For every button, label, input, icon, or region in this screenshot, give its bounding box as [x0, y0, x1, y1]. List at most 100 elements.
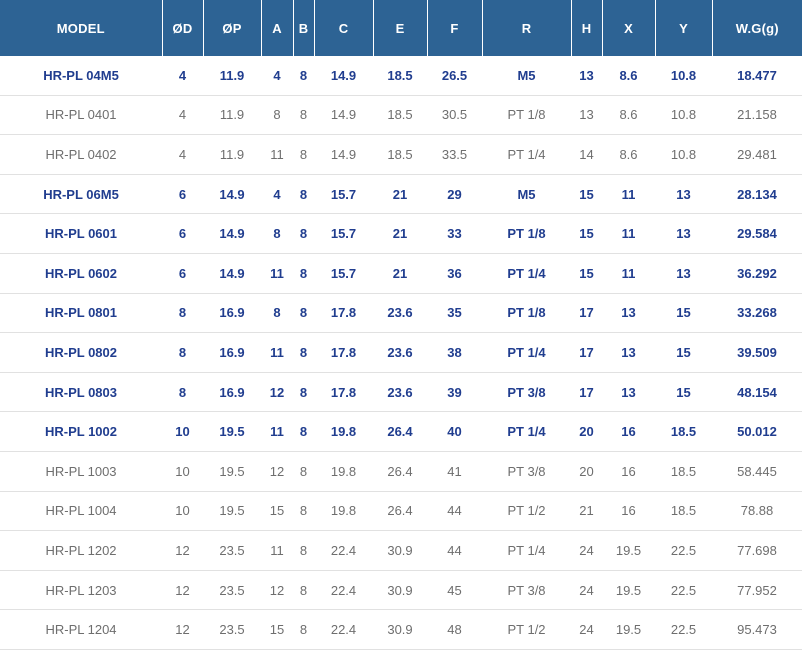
cell-a: 12 — [261, 372, 293, 413]
table-row: HR-PL 0802 8 16.9 11 8 17.8 23.6 38 PT 1/4 17 13 15… — [0, 332, 802, 373]
cell-a: 4 — [261, 56, 293, 96]
cell-f: 33 — [427, 213, 482, 254]
cell-model: HR-PL 0402 — [0, 134, 162, 175]
cell-c: 19.8 — [314, 491, 373, 532]
cell-h: 13 — [571, 95, 602, 136]
cell-op: 11.9 — [203, 134, 261, 175]
header-cell-f: F — [427, 0, 483, 56]
cell-b: 8 — [293, 95, 314, 136]
table-row: HR-PL 0401 4 11.9 8 8 14.9 18.5 30.5 PT 1/8 13 8.6… — [0, 95, 802, 136]
cell-e: 30.9 — [373, 570, 427, 611]
cell-wg: 29.584 — [712, 213, 802, 254]
table-row: HR-PL 0801 8 16.9 8 8 17.8 23.6 35 PT 1/8 17 13 15 3… — [0, 293, 802, 334]
cell-a: 4 — [261, 174, 293, 215]
table-row: HR-PL 0602 6 14.9 11 8 15.7 21 36 PT 1/4 15 11 13 36… — [0, 253, 802, 294]
cell-h: 13 — [571, 56, 602, 96]
cell-op: 16.9 — [203, 372, 261, 413]
cell-model: HR-PL 04M5 — [0, 56, 162, 96]
cell-op: 19.5 — [203, 451, 261, 492]
cell-op: 11.9 — [203, 56, 261, 96]
table-row: HR-PL 0803 8 16.9 12 8 17.8 23.6 39 PT 3/8 17 13 15… — [0, 372, 802, 413]
cell-model: HR-PL 1204 — [0, 609, 162, 650]
cell-h: 24 — [571, 530, 602, 571]
cell-f: 26.5 — [427, 56, 482, 96]
cell-od: 8 — [162, 293, 203, 334]
cell-c: 14.9 — [314, 95, 373, 136]
table-row: HR-PL 1204 12 23.5 15 8 22.4 30.9 48 PT 1/2 24 19.… — [0, 609, 802, 650]
cell-c: 17.8 — [314, 293, 373, 334]
cell-y: 22.5 — [655, 530, 712, 571]
cell-a: 15 — [261, 491, 293, 532]
cell-e: 18.5 — [373, 95, 427, 136]
cell-x: 8.6 — [602, 56, 655, 96]
cell-e: 21 — [373, 174, 427, 215]
cell-e: 23.6 — [373, 332, 427, 373]
cell-x: 8.6 — [602, 134, 655, 175]
cell-f: 45 — [427, 570, 482, 611]
cell-model: HR-PL 1004 — [0, 491, 162, 532]
cell-a: 11 — [261, 134, 293, 175]
cell-wg: 77.952 — [712, 570, 802, 611]
cell-e: 26.4 — [373, 451, 427, 492]
cell-b: 8 — [293, 609, 314, 650]
cell-wg: 48.154 — [712, 372, 802, 413]
cell-b: 8 — [293, 213, 314, 254]
cell-od: 8 — [162, 372, 203, 413]
cell-e: 26.4 — [373, 491, 427, 532]
cell-h: 15 — [571, 174, 602, 215]
cell-x: 16 — [602, 411, 655, 452]
cell-model: HR-PL 0803 — [0, 372, 162, 413]
cell-r: PT 1/2 — [482, 491, 571, 532]
cell-f: 35 — [427, 293, 482, 334]
cell-h: 14 — [571, 134, 602, 175]
cell-r: PT 1/4 — [482, 530, 571, 571]
header-cell-op: ØP — [203, 0, 262, 56]
cell-y: 18.5 — [655, 491, 712, 532]
cell-b: 8 — [293, 570, 314, 611]
cell-c: 17.8 — [314, 332, 373, 373]
cell-e: 21 — [373, 253, 427, 294]
table-row: HR-PL 0601 6 14.9 8 8 15.7 21 33 PT 1/8 15 11 13 29.… — [0, 213, 802, 254]
cell-b: 8 — [293, 451, 314, 492]
cell-od: 12 — [162, 530, 203, 571]
cell-wg: 28.134 — [712, 174, 802, 215]
cell-e: 30.9 — [373, 530, 427, 571]
cell-b: 8 — [293, 253, 314, 294]
cell-r: PT 1/8 — [482, 95, 571, 136]
cell-wg: 77.698 — [712, 530, 802, 571]
cell-f: 44 — [427, 491, 482, 532]
cell-b: 8 — [293, 56, 314, 96]
cell-c: 22.4 — [314, 570, 373, 611]
cell-od: 10 — [162, 491, 203, 532]
cell-f: 41 — [427, 451, 482, 492]
cell-wg: 33.268 — [712, 293, 802, 334]
cell-wg: 18.477 — [712, 56, 802, 96]
cell-f: 29 — [427, 174, 482, 215]
cell-r: PT 1/2 — [482, 609, 571, 650]
cell-wg: 21.158 — [712, 95, 802, 136]
cell-od: 10 — [162, 411, 203, 452]
cell-b: 8 — [293, 530, 314, 571]
cell-e: 21 — [373, 213, 427, 254]
cell-model: HR-PL 06M5 — [0, 174, 162, 215]
cell-model: HR-PL 1202 — [0, 530, 162, 571]
cell-f: 40 — [427, 411, 482, 452]
header-cell-h: H — [571, 0, 603, 56]
cell-op: 19.5 — [203, 491, 261, 532]
cell-op: 14.9 — [203, 213, 261, 254]
cell-b: 8 — [293, 174, 314, 215]
cell-b: 8 — [293, 411, 314, 452]
cell-wg: 39.509 — [712, 332, 802, 373]
cell-f: 30.5 — [427, 95, 482, 136]
header-cell-model: MODEL — [0, 0, 163, 56]
cell-r: PT 1/4 — [482, 134, 571, 175]
cell-h: 15 — [571, 253, 602, 294]
cell-y: 10.8 — [655, 56, 712, 96]
cell-h: 17 — [571, 293, 602, 334]
cell-b: 8 — [293, 293, 314, 334]
cell-wg: 58.445 — [712, 451, 802, 492]
cell-e: 23.6 — [373, 293, 427, 334]
cell-wg: 95.473 — [712, 609, 802, 650]
cell-a: 8 — [261, 293, 293, 334]
cell-op: 19.5 — [203, 411, 261, 452]
